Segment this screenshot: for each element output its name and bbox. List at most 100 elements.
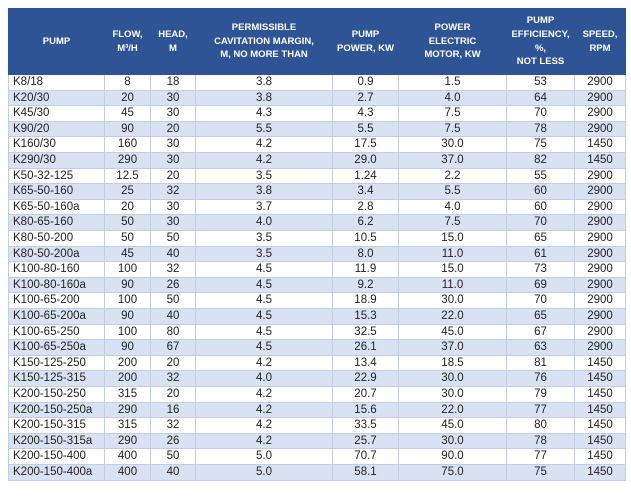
- table-cell: 2.8: [332, 198, 399, 216]
- table-cell: 30.0: [398, 370, 507, 387]
- table-cell: 5.5: [332, 120, 399, 138]
- table-cell: 63: [506, 339, 575, 356]
- table-cell: 18.5: [398, 354, 507, 372]
- table-cell: 2900: [574, 261, 626, 278]
- table-cell: 65: [506, 307, 575, 325]
- table-cell: 20: [150, 354, 196, 372]
- table-cell: 30: [150, 105, 196, 122]
- table-cell: 45: [104, 105, 151, 122]
- table-cell: 55: [506, 167, 575, 185]
- table-cell: 70: [506, 292, 575, 309]
- table-cell: 60: [506, 183, 575, 200]
- table-cell: 4.2: [195, 401, 333, 419]
- table-cell: 40: [150, 307, 196, 325]
- table-cell: 400: [104, 463, 151, 481]
- table-cell: 11.0: [398, 276, 507, 294]
- table-row: K65-50-160 25 32 3.8 3.4 5.5 60 2900: [8, 183, 626, 200]
- column-header: POWER ELECTRIC MOTOR, KW: [398, 7, 507, 76]
- table-cell: 30: [150, 198, 196, 216]
- table-cell: 15.0: [398, 261, 507, 278]
- table-row: K100-80-160 100 32 4.5 11.9 15.0 73 2900: [8, 261, 626, 278]
- table-cell: 315: [104, 417, 151, 434]
- table-cell: 290: [104, 401, 151, 419]
- table-cell: 2900: [574, 198, 626, 216]
- table-cell: 4.5: [195, 307, 333, 325]
- pump-name-cell: K50-32-125: [8, 167, 105, 185]
- table-cell: 73: [506, 261, 575, 278]
- table-cell: 75: [506, 463, 575, 481]
- table-cell: 4.2: [195, 432, 333, 450]
- table-cell: 75: [506, 136, 575, 154]
- table-body: K8/18 8 18 3.8 0.9 1.5 53 2900 K20/30 20 30 3.8 2.7 4…: [8, 74, 626, 481]
- table-row: K8/18 8 18 3.8 0.9 1.5 53 2900: [8, 74, 626, 91]
- pump-name-cell: K20/30: [8, 89, 105, 107]
- table-cell: 40: [150, 463, 196, 481]
- table-cell: 1450: [574, 401, 626, 419]
- table-cell: 37.0: [398, 339, 507, 356]
- table-row: K150-125-250 200 20 4.2 13.4 18.5 81 1450: [8, 354, 626, 372]
- column-header: HEAD, M: [150, 7, 196, 76]
- table-cell: 90.0: [398, 448, 507, 465]
- pump-name-cell: K100-80-160a: [8, 276, 105, 294]
- column-header: PERMISSIBLE CAVITATION MARGIN, M, NO MOR…: [195, 7, 333, 76]
- table-cell: 6.2: [332, 214, 399, 231]
- pump-name-cell: K80-50-200: [8, 230, 105, 247]
- table-cell: 50: [104, 214, 151, 231]
- table-row: K90/20 90 20 5.5 5.5 7.5 78 2900: [8, 120, 626, 138]
- table-cell: 16: [150, 401, 196, 419]
- page: PUMP FLOW, M³/H HEAD, M PERMISSIBLE CAVITAT…: [8, 7, 626, 481]
- table-cell: 1450: [574, 136, 626, 154]
- table-cell: 15.6: [332, 401, 399, 419]
- table-cell: 30: [150, 136, 196, 154]
- table-cell: 2900: [574, 339, 626, 356]
- table-cell: 12.5: [104, 167, 151, 185]
- table-row: K80-50-200a 45 40 3.5 8.0 11.0 61 2900: [8, 245, 626, 263]
- table-cell: 160: [104, 136, 151, 154]
- table-cell: 25.7: [332, 432, 399, 450]
- column-header: PUMP POWER, KW: [332, 7, 399, 76]
- column-header: PUMP: [8, 7, 105, 76]
- table-cell: 20: [104, 198, 151, 216]
- table-cell: 3.8: [195, 183, 333, 200]
- table-cell: 30.0: [398, 432, 507, 450]
- pump-name-cell: K100-65-250: [8, 323, 105, 341]
- table-cell: 0.9: [332, 74, 399, 91]
- table-cell: 3.5: [195, 167, 333, 185]
- table-cell: 2900: [574, 167, 626, 185]
- table-cell: 25: [104, 183, 151, 200]
- table-row: K100-65-200a 90 40 4.5 15.3 22.0 65 2900: [8, 307, 626, 325]
- table-cell: 20: [150, 385, 196, 403]
- table-cell: 77: [506, 448, 575, 465]
- table-cell: 81: [506, 354, 575, 372]
- pump-name-cell: K200-150-250: [8, 385, 105, 403]
- table-cell: 2900: [574, 120, 626, 138]
- table-row: K45/30 45 30 4.3 4.3 7.5 70 2900: [8, 105, 626, 122]
- table-cell: 40: [150, 245, 196, 263]
- table-cell: 4.2: [195, 152, 333, 169]
- table-cell: 78: [506, 432, 575, 450]
- header-row: PUMP FLOW, M³/H HEAD, M PERMISSIBLE CAVITAT…: [8, 7, 626, 76]
- table-cell: 32: [150, 370, 196, 387]
- table-cell: 4.2: [195, 385, 333, 403]
- table-cell: 2.2: [398, 167, 507, 185]
- table-row: K200-150-250a 290 16 4.2 15.6 22.0 77 1450: [8, 401, 626, 419]
- table-row: K20/30 20 30 3.8 2.7 4.0 64 2900: [8, 89, 626, 107]
- table-cell: 50: [150, 230, 196, 247]
- table-cell: 200: [104, 354, 151, 372]
- table-row: K160/30 160 30 4.2 17.5 30.0 75 1450: [8, 136, 626, 154]
- table-cell: 4.0: [195, 214, 333, 231]
- table-cell: 33.5: [332, 417, 399, 434]
- table-row: K80-50-200 50 50 3.5 10.5 15.0 65 2900: [8, 230, 626, 247]
- table-cell: 30: [150, 152, 196, 169]
- table-cell: 5.5: [195, 120, 333, 138]
- table-cell: 4.5: [195, 276, 333, 294]
- table-cell: 2900: [574, 74, 626, 91]
- table-cell: 2900: [574, 230, 626, 247]
- table-cell: 26.1: [332, 339, 399, 356]
- table-row: K200-150-400 400 50 5.0 70.7 90.0 77 1450: [8, 448, 626, 465]
- table-cell: 90: [104, 339, 151, 356]
- table-cell: 18: [150, 74, 196, 91]
- table-cell: 32: [150, 183, 196, 200]
- table-cell: 4.5: [195, 323, 333, 341]
- table-cell: 3.4: [332, 183, 399, 200]
